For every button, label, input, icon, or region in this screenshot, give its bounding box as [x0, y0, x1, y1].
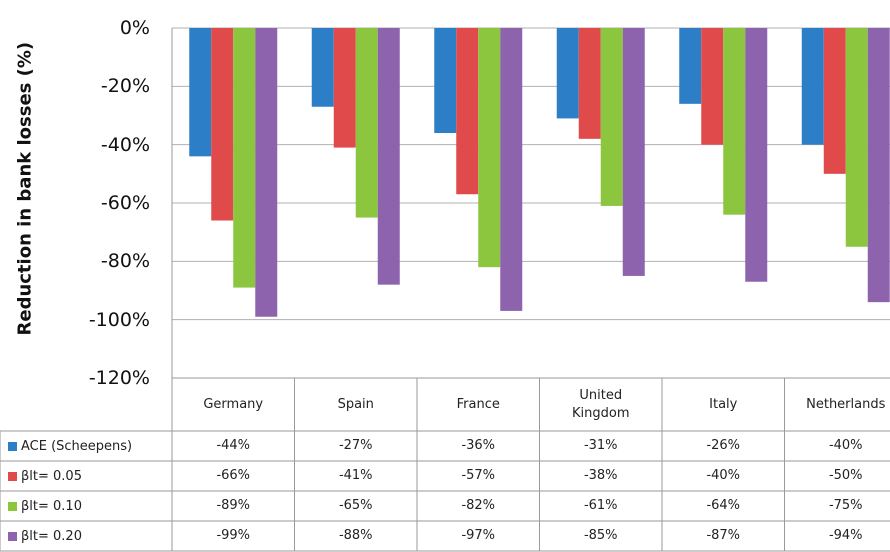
- bar: [823, 28, 846, 174]
- category-label: Italy: [709, 396, 738, 412]
- legend-swatch: [8, 471, 17, 481]
- table-value: -26%: [706, 438, 741, 453]
- y-tick-label: -20%: [100, 75, 150, 98]
- bar: [500, 28, 523, 311]
- table-value: -40%: [706, 468, 741, 483]
- table-value: -44%: [216, 438, 251, 453]
- table-value: -64%: [706, 498, 741, 513]
- category-label: Netherlands: [806, 396, 886, 412]
- table-value: -36%: [461, 438, 496, 453]
- bar: [723, 28, 746, 215]
- category-label: Germany: [203, 396, 264, 412]
- table-value: -88%: [338, 528, 373, 543]
- y-tick-label: 0%: [119, 17, 150, 39]
- legend-swatch: [8, 501, 17, 511]
- table-value: -38%: [583, 468, 618, 483]
- bar: [355, 28, 378, 218]
- table-value: -89%: [216, 498, 251, 513]
- legend-entry: βlt= 0.05: [8, 461, 82, 491]
- bar: [845, 28, 868, 247]
- table-value: -87%: [706, 528, 741, 543]
- bar: [333, 28, 356, 148]
- category-label: Spain: [337, 396, 374, 412]
- table-value: -57%: [461, 468, 496, 483]
- table-value: -61%: [583, 498, 618, 513]
- bar: [311, 28, 334, 107]
- legend-entry: ACE (Scheepens): [8, 431, 132, 461]
- bar: [377, 28, 400, 285]
- bar: [701, 28, 724, 145]
- bar: [434, 28, 457, 133]
- bar: [478, 28, 501, 268]
- bar: [211, 28, 234, 221]
- y-tick-label: -100%: [88, 308, 150, 331]
- category-label: United Kingdom: [572, 387, 630, 421]
- bar: [456, 28, 479, 195]
- bar: [679, 28, 702, 104]
- legend-label: βlt= 0.20: [21, 528, 82, 544]
- y-tick-label: -60%: [100, 192, 150, 214]
- bar: [233, 28, 256, 288]
- table-value: -82%: [461, 498, 496, 513]
- bar: [745, 28, 768, 282]
- bar: [801, 28, 824, 145]
- legend-swatch: [8, 441, 17, 451]
- table-value: -97%: [461, 528, 496, 543]
- table-value: -27%: [338, 438, 373, 453]
- legend-entry: βlt= 0.20: [8, 521, 82, 551]
- table-value: -85%: [583, 528, 618, 543]
- bar: [867, 28, 890, 303]
- legend-swatch: [8, 531, 17, 541]
- y-tick-label: -80%: [100, 250, 150, 273]
- bar: [578, 28, 601, 139]
- table-value: -50%: [828, 468, 863, 483]
- bar: [600, 28, 623, 206]
- table-value: -65%: [338, 498, 373, 513]
- table-value: -99%: [216, 528, 251, 543]
- bar: [255, 28, 278, 317]
- table-value: -31%: [583, 438, 618, 453]
- y-tick-label: -40%: [100, 133, 150, 156]
- legend-label: βlt= 0.10: [21, 498, 82, 514]
- bar: [622, 28, 645, 276]
- legend-label: βlt= 0.05: [21, 468, 82, 484]
- y-tick-label: -120%: [88, 367, 150, 389]
- table-value: -75%: [828, 498, 863, 513]
- bar: [556, 28, 579, 119]
- table-value: -40%: [828, 438, 863, 453]
- table-value: -94%: [828, 528, 863, 543]
- legend-entry: βlt= 0.10: [8, 491, 82, 521]
- table-value: -66%: [216, 468, 251, 483]
- category-label: France: [456, 396, 500, 412]
- bar: [189, 28, 212, 157]
- table-value: -41%: [338, 468, 373, 483]
- legend-label: ACE (Scheepens): [21, 438, 133, 454]
